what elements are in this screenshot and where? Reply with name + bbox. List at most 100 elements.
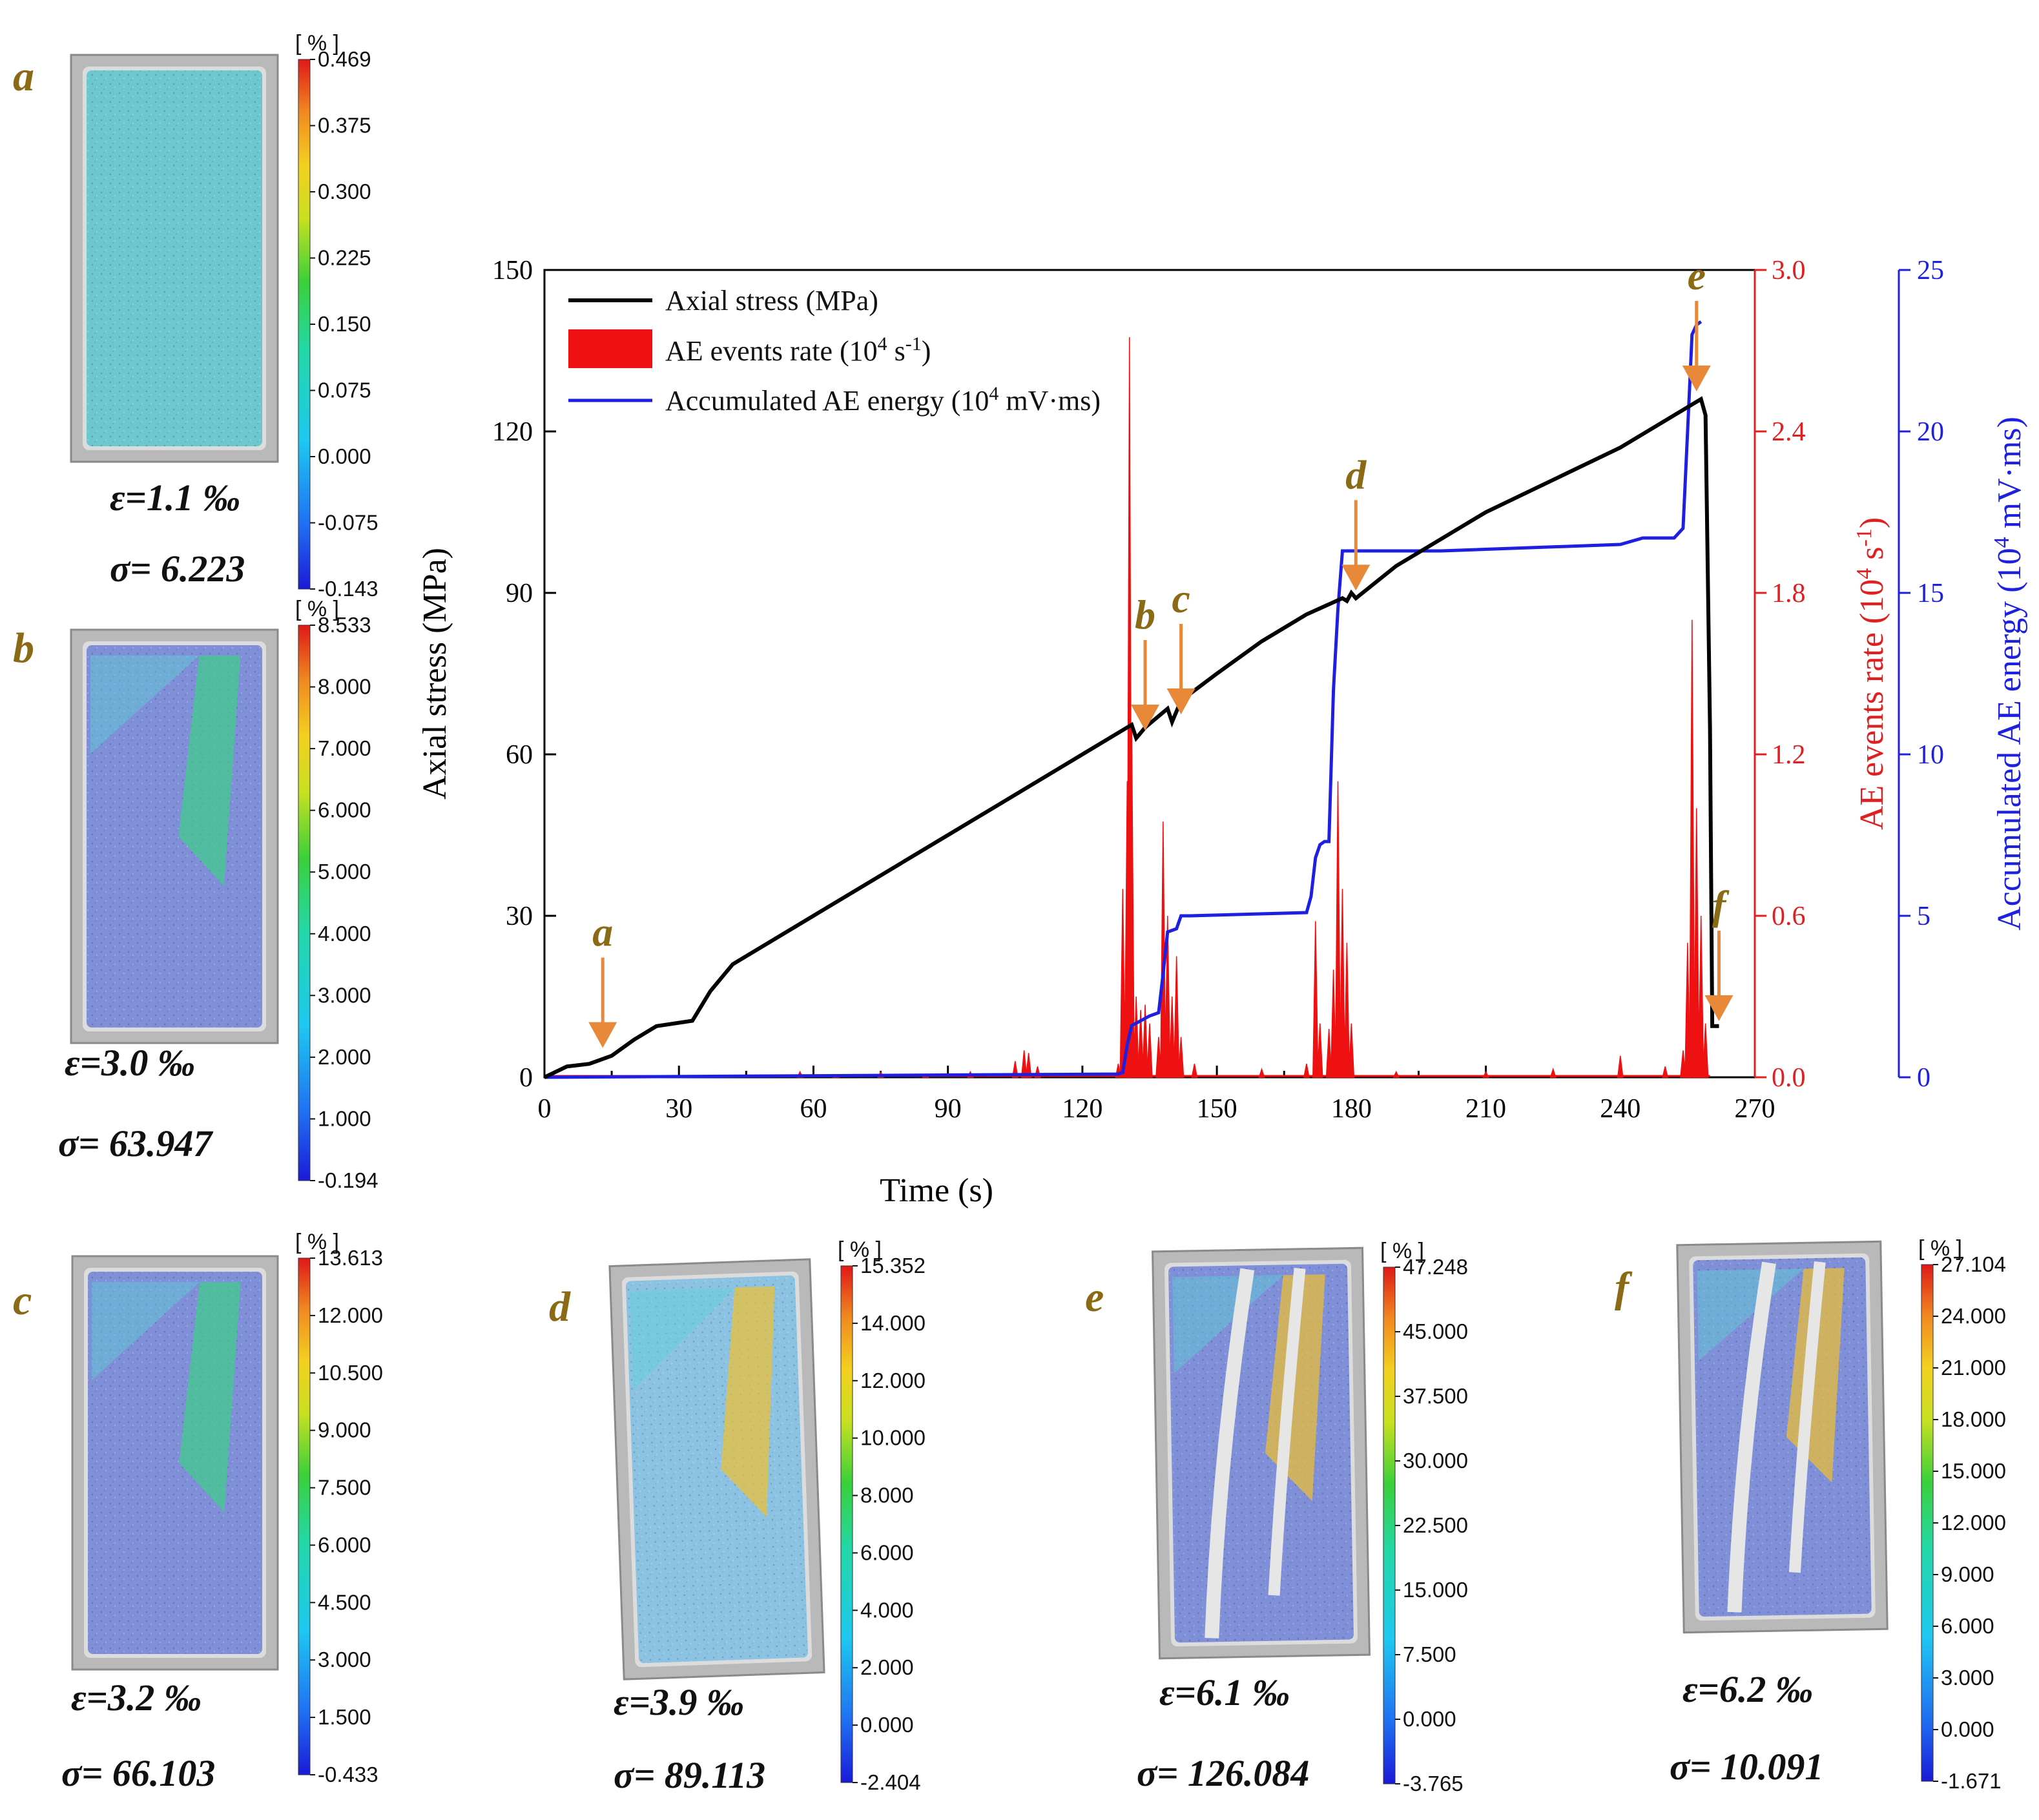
fracture-crack — [1788, 1261, 1826, 1573]
panel-e: e [ % ]47.248 45.000 37.500 30.000 22.500 15.0… — [1085, 1239, 1468, 1795]
colorbar-d — [840, 1265, 853, 1783]
strain-wedge — [1697, 1268, 1804, 1361]
x-tick-label: 270 — [1735, 1094, 1775, 1124]
colorbar-tick-label: 2.000 — [860, 1655, 914, 1679]
colorbar-tick-label: 15.000 — [1403, 1578, 1468, 1602]
colorbar-tick-label: 8.000 — [860, 1484, 914, 1507]
ae-rate-spike — [1689, 619, 1695, 1078]
colorbar-tick-label: 7.000 — [318, 736, 371, 760]
fracture-crack — [1727, 1261, 1776, 1613]
colorbar-tick-label: 7.500 — [1403, 1642, 1456, 1666]
strain-wedge — [630, 1287, 735, 1390]
x-tick-label: 180 — [1331, 1094, 1372, 1124]
colorbar-a — [298, 59, 311, 590]
marker-arrow-head — [1166, 688, 1195, 714]
specimen-panels: a[ % ]0.4690.3750.3000.2250.1500.0750.00… — [13, 31, 2006, 1796]
marker-arrow-head — [1682, 366, 1711, 391]
specimen-image-d — [608, 1258, 825, 1680]
strain-wedge — [92, 1282, 200, 1380]
y-axis-right-ae-rate: 0.0 0.6 1.2 1.8 2.4 3.0 — [1754, 256, 1806, 1093]
ae-rate-spike — [1702, 1023, 1709, 1078]
y-right1-tick-label: 3.0 — [1772, 256, 1806, 285]
panel-c: c [ % ]13.613 12.000 10.500 9.000 7.500 6.000 4… — [13, 1230, 383, 1794]
colorbar-tick-label: 9.000 — [1941, 1562, 1994, 1586]
ae-rate-spike — [1191, 1064, 1198, 1078]
strain-band — [179, 1282, 241, 1513]
panel-stress-caption: σ= 126.084 — [1137, 1752, 1309, 1794]
y-axis-left: 0 30 60 90 120 150 — [492, 256, 556, 1093]
legend-label-ae-rate: AE events rate (104 s-1) — [665, 333, 931, 367]
x-tick-label: 120 — [1062, 1094, 1102, 1124]
panel-b: b [ % ]8.533 8.000 7.000 6.000 5.000 4.000 3.00… — [13, 597, 378, 1192]
colorbar-f — [1921, 1264, 1934, 1782]
colorbar-b — [298, 625, 311, 1181]
colorbar-tick-label: -3.765 — [1403, 1772, 1464, 1795]
panel-letter-d: d — [549, 1283, 571, 1330]
colorbar-unit: [ % ] — [295, 597, 339, 621]
colorbar-tick-label: 3.000 — [318, 983, 371, 1007]
panel-a: a [ % ]0.469 0.375 0.300 0.225 0.150 0.075 0.00… — [13, 31, 378, 601]
marker-label-a: a — [592, 909, 613, 955]
colorbar-unit: [ % ] — [295, 1230, 339, 1254]
specimen-image-f — [1676, 1240, 1889, 1634]
panel-stress-caption: σ= 89.113 — [614, 1754, 765, 1796]
y-axis-right1-label-mid: s — [1854, 547, 1890, 568]
colorbar-tick-label: 12.000 — [860, 1369, 926, 1392]
colorbar-unit: [ % ] — [1380, 1239, 1424, 1263]
y-right1-tick-label: 0.6 — [1772, 902, 1806, 931]
panel-stress-caption: σ= 63.947 — [58, 1122, 213, 1164]
panel-strain-caption: ε=6.1 ‰ — [1159, 1671, 1290, 1713]
legend-swatch-ae-rate — [568, 329, 652, 368]
ae-rate-spike — [1325, 1028, 1332, 1078]
ae-rate-spike — [1168, 996, 1175, 1078]
legend-energy-end: mV·ms) — [999, 385, 1101, 417]
panel-f: f [ % ]27.104 24.000 21.000 18.000 15.000 12.0… — [1615, 1236, 2006, 1793]
y-axis-right2-label-sup: 4 — [1990, 537, 2014, 548]
colorbar-tick-label: -2.404 — [860, 1770, 921, 1794]
colorbar-tick-label: 15.000 — [1941, 1459, 2006, 1483]
ae-rate-spike — [1020, 1050, 1028, 1078]
legend: Axial stress (MPa) AE events rate (104 s… — [568, 285, 1101, 417]
colorbar-tick-label: -0.143 — [318, 577, 378, 601]
marker-arrow-head — [588, 1022, 617, 1048]
ae-rate-spike — [1392, 1070, 1400, 1078]
ae-rate-spike — [1334, 781, 1341, 1078]
colorbar-tick-label: 7.500 — [318, 1476, 371, 1500]
y-axis-right1-label-end: ) — [1854, 517, 1890, 528]
colorbar-tick-label: 0.000 — [1941, 1717, 1994, 1741]
colorbar-tick-label: 0.469 — [318, 47, 371, 71]
y-right2-tick-label: 20 — [1917, 417, 1944, 447]
legend-ae-rate-sup2: -1 — [906, 333, 922, 355]
colorbar-tick-label: 3.000 — [1941, 1666, 1994, 1690]
legend-ae-rate-main: AE events rate (10 — [665, 335, 878, 367]
legend-energy-sup: 4 — [989, 383, 999, 404]
colorbar-tick-label: 6.000 — [318, 798, 371, 822]
colorbar-tick-label: 2.000 — [318, 1045, 371, 1069]
ae-rate-spike — [1312, 921, 1319, 1078]
colorbar-tick-label: 12.000 — [1941, 1511, 2006, 1535]
strain-band — [178, 656, 241, 886]
speckle-texture — [87, 70, 262, 446]
colorbar-tick-label: 6.000 — [1941, 1614, 1994, 1638]
colorbar-tick-label: 1.000 — [318, 1106, 371, 1130]
colorbar-tick-label: 30.000 — [1403, 1449, 1468, 1473]
colorbar-tick-label: 12.000 — [318, 1303, 383, 1327]
strain-wedge — [90, 656, 200, 754]
colorbar-tick-label: 15.352 — [860, 1254, 926, 1277]
panel-strain-caption: ε=3.0 ‰ — [65, 1042, 195, 1084]
y-left-tick-label: 0 — [519, 1063, 533, 1093]
fracture-crack — [1205, 1268, 1255, 1639]
panel-letter-b: b — [13, 625, 34, 672]
panel-strain-caption: ε=6.2 ‰ — [1682, 1668, 1813, 1710]
y-left-tick-label: 30 — [506, 902, 533, 931]
y-axis-right2-label-end: mV·ms) — [1991, 417, 2028, 537]
y-axis-right1-label: AE events rate (104 s-1) — [1852, 517, 1891, 830]
y-left-tick-label: 60 — [506, 740, 533, 770]
ae-rate-spike — [1348, 1023, 1355, 1078]
ae-rate-spike — [1617, 1055, 1624, 1078]
colorbar-tick-label: 18.000 — [1941, 1407, 2006, 1431]
marker-label-f: f — [1712, 882, 1730, 928]
panel-stress-caption: σ= 10.091 — [1670, 1746, 1823, 1788]
x-tick-label: 60 — [800, 1094, 827, 1124]
x-tick-label: 150 — [1197, 1094, 1237, 1124]
